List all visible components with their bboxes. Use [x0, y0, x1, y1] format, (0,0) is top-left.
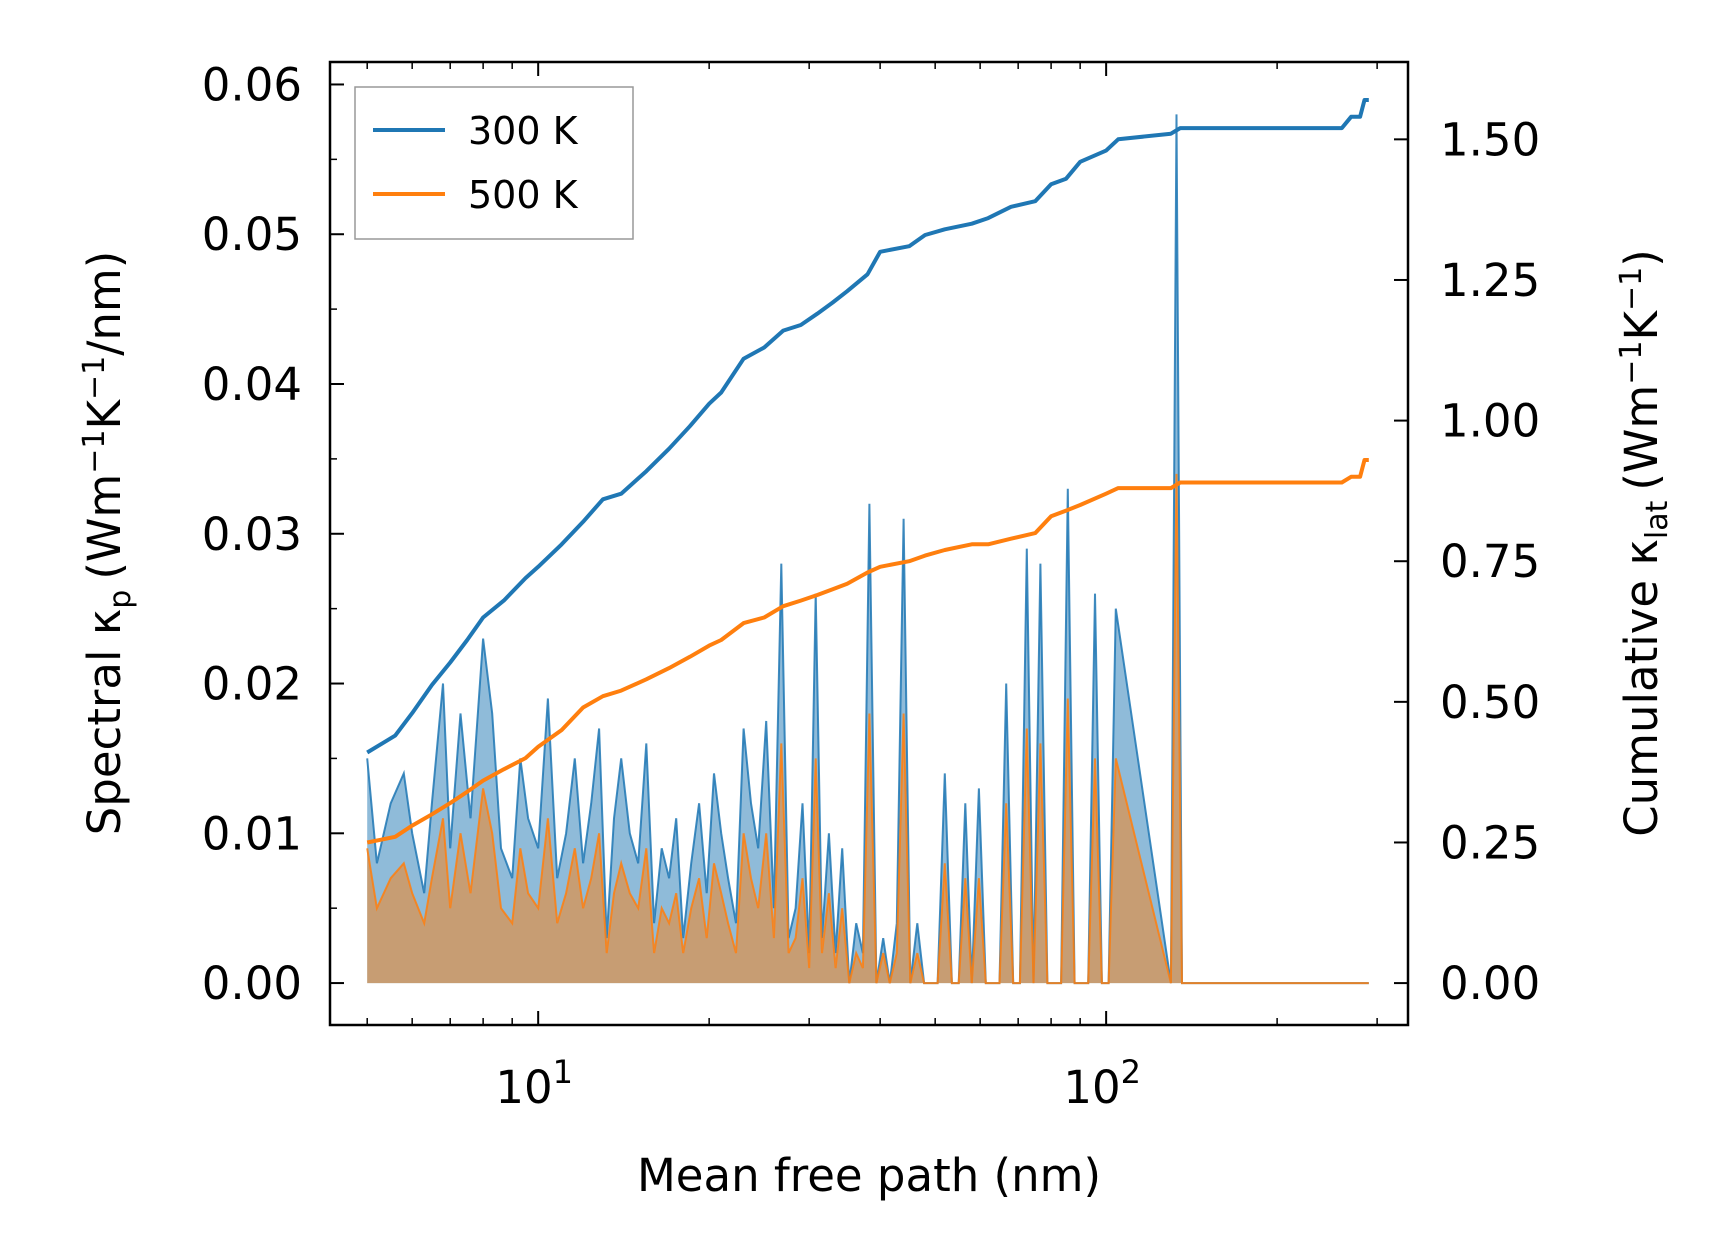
y-left-tick-label: 0.06: [202, 58, 302, 111]
x-tick-label: 101: [495, 1053, 573, 1114]
x-tick-label: 102: [1063, 1053, 1141, 1114]
legend-label-300k: 300 K: [468, 109, 579, 153]
legend-label-500k: 500 K: [468, 173, 579, 217]
plot-frame: [328, 60, 1410, 1027]
legend: 300 K 500 K: [354, 86, 634, 240]
y-right-tick-label: 0.00: [1440, 957, 1540, 1010]
cumulative-line-500-k: [366, 458, 1369, 845]
cumulative-layer: [366, 98, 1369, 845]
y-right-tick-label: 0.50: [1440, 676, 1540, 729]
y-left-tick-label: 0.03: [202, 508, 302, 561]
y-left-tick-label: 0.02: [202, 658, 302, 711]
y-right-tick-label: 0.75: [1440, 535, 1540, 588]
ticks-layer: 0.00 0.01 0.02 0.03 0.04 0.05 0.06 0.00 0.25 0.50…: [202, 58, 1540, 1114]
spectral-layer: [366, 114, 1369, 985]
y-left-tick-label: 0.04: [202, 358, 302, 411]
y-left-tick-label: 0.01: [202, 807, 302, 860]
legend-box: [354, 86, 634, 240]
y-right-tick-label: 1.00: [1440, 395, 1540, 448]
spectral-line-500-k: [366, 473, 1369, 985]
y-right-tick-label: 1.25: [1440, 254, 1540, 307]
plot-area: [366, 98, 1369, 985]
y-left-tick-label: 0.00: [202, 957, 302, 1010]
y-right-tick-label: 0.25: [1440, 816, 1540, 869]
x-axis-label: Mean free path (nm): [637, 1149, 1101, 1202]
y-right-tick-label: 1.50: [1440, 113, 1540, 166]
cumulative-line-300-k: [366, 98, 1369, 755]
y-axis-label-left: Spectral κp(Wm−1K−1/nm): [77, 251, 138, 836]
y-axis-label-right: Cumulative κlat(Wm−1K−1): [1614, 249, 1675, 837]
y-left-tick-label: 0.05: [202, 208, 302, 261]
spectral-area-500-k: [367, 473, 1369, 984]
